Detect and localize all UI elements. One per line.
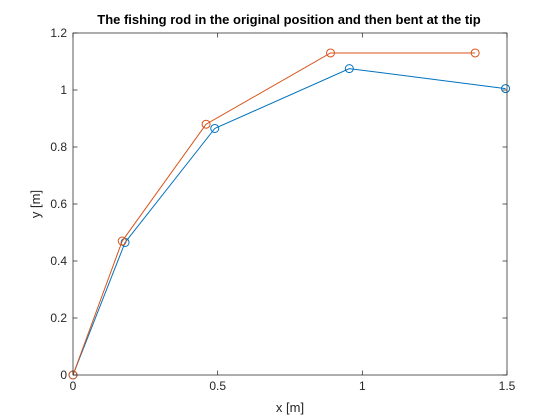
x-tick-label: 0 <box>70 379 77 393</box>
y-tick-label: 0.2 <box>50 311 67 325</box>
y-tick-label: 0.8 <box>50 140 67 154</box>
y-tick-label: 1.2 <box>50 26 67 40</box>
y-tick-label: 1 <box>60 83 67 97</box>
plot-area <box>73 33 507 375</box>
x-axis-label: x [m] <box>276 400 304 415</box>
y-tick-label: 0.6 <box>50 197 67 211</box>
x-tick-label: 0.5 <box>209 379 226 393</box>
y-tick-label: 0.4 <box>50 254 67 268</box>
x-tick-label: 1 <box>359 379 366 393</box>
chart-title: The fishing rod in the original position… <box>97 12 481 27</box>
x-tick-label: 1.5 <box>499 379 516 393</box>
y-tick-label: 0 <box>60 368 67 382</box>
y-axis-label: y [m] <box>28 190 43 218</box>
